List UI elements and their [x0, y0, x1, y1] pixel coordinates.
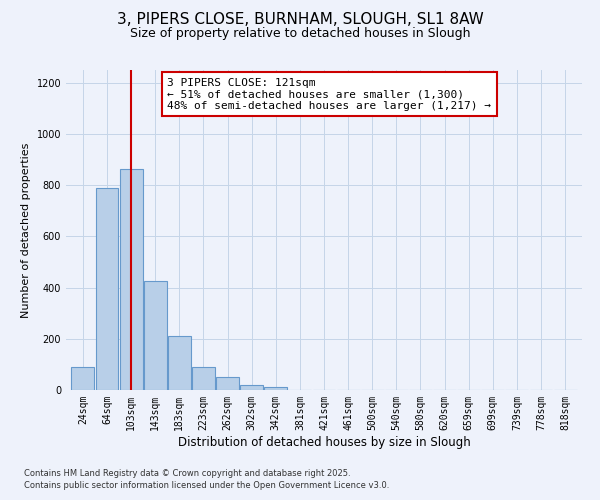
- Bar: [265, 388, 287, 390]
- Text: 3 PIPERS CLOSE: 121sqm
← 51% of detached houses are smaller (1,300)
48% of semi-: 3 PIPERS CLOSE: 121sqm ← 51% of detached…: [167, 78, 491, 111]
- Text: Contains public sector information licensed under the Open Government Licence v3: Contains public sector information licen…: [24, 481, 389, 490]
- Text: Size of property relative to detached houses in Slough: Size of property relative to detached ho…: [130, 28, 470, 40]
- Bar: [71, 367, 94, 390]
- Text: Contains HM Land Registry data © Crown copyright and database right 2025.: Contains HM Land Registry data © Crown c…: [24, 468, 350, 477]
- Y-axis label: Number of detached properties: Number of detached properties: [21, 142, 31, 318]
- Bar: [168, 336, 191, 390]
- Bar: [240, 385, 263, 390]
- Bar: [95, 188, 118, 390]
- Bar: [192, 367, 215, 390]
- X-axis label: Distribution of detached houses by size in Slough: Distribution of detached houses by size …: [178, 436, 470, 448]
- Bar: [119, 168, 143, 390]
- Bar: [144, 281, 167, 390]
- Text: 3, PIPERS CLOSE, BURNHAM, SLOUGH, SL1 8AW: 3, PIPERS CLOSE, BURNHAM, SLOUGH, SL1 8A…: [116, 12, 484, 28]
- Bar: [216, 377, 239, 390]
